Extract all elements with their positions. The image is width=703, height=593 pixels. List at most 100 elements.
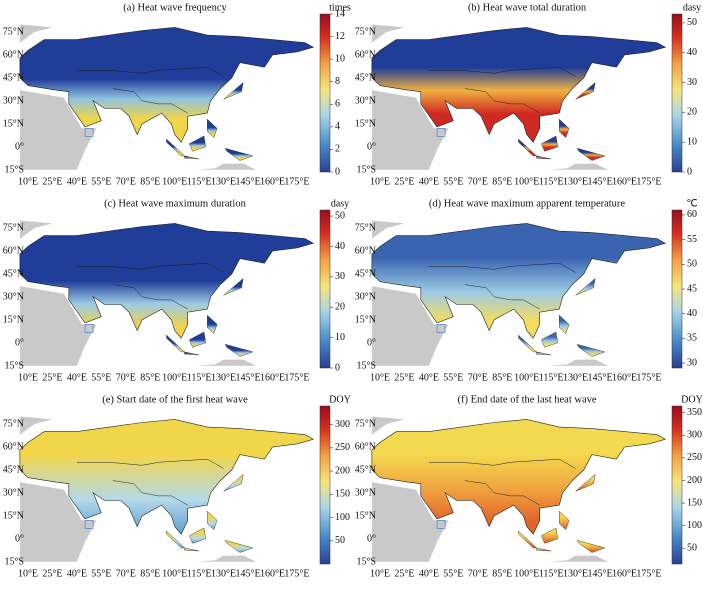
lon-label: 175°E (636, 176, 661, 187)
lat-label: 75°N (3, 222, 24, 233)
land (371, 286, 449, 366)
land (371, 482, 449, 562)
land (197, 163, 257, 170)
lon-label: 130°E (211, 568, 236, 579)
lon-label: 25°E (42, 568, 62, 579)
colorbar (319, 405, 331, 565)
lon-label: 10°E (370, 176, 390, 187)
study-area (19, 223, 315, 339)
island (224, 539, 254, 553)
island (541, 135, 558, 152)
panel-title: (f) End date of the last heat wave (457, 394, 596, 405)
colorbar-tick-label: 150 (687, 497, 702, 508)
lat-label: 45°N (355, 464, 376, 475)
land (197, 359, 257, 366)
lat-label: 45°N (3, 72, 24, 83)
island (518, 138, 538, 157)
colorbar-tick-label: 2 (335, 144, 340, 155)
colorbar-tick-label: 50 (687, 17, 697, 28)
border (464, 284, 540, 310)
lon-label: 160°E (260, 372, 285, 383)
map-box (84, 127, 94, 137)
colorbar-unit: DOY (681, 394, 703, 405)
colorbar-unit: times (329, 2, 351, 13)
lon-label: 175°E (636, 568, 661, 579)
lon-label: 100°E (162, 372, 187, 383)
lat-label: 75°N (3, 418, 24, 429)
lon-label: 160°E (260, 568, 285, 579)
colorbar-tick-label: 55 (687, 234, 697, 245)
lat-label: 15°N (355, 314, 376, 325)
border (428, 66, 576, 77)
colorbar-tick-label: 350 (687, 407, 702, 418)
lat-label: 60°N (3, 245, 24, 256)
lon-label: 160°E (612, 372, 637, 383)
lat-label: 75°N (355, 26, 376, 37)
island (184, 351, 200, 356)
lat-label: 75°N (3, 26, 24, 37)
colorbar-tick-label: 20 (335, 302, 345, 313)
colorbar-tick-label: 200 (335, 465, 350, 476)
lon-label: 130°E (211, 176, 236, 187)
lat-label: 60°N (355, 49, 376, 60)
border (464, 480, 540, 506)
island (207, 510, 218, 530)
border (112, 480, 188, 506)
lat-label: 45°N (355, 268, 376, 279)
colorbar-unit: dasy (683, 2, 701, 13)
lat-label: 30°N (3, 95, 24, 106)
colorbar-tick-label: 0 (335, 166, 340, 177)
island (576, 343, 606, 357)
land (549, 163, 609, 170)
study-area (19, 419, 315, 535)
colorbar-tick-label: 250 (687, 452, 702, 463)
lat-label: 45°N (3, 268, 24, 279)
island (166, 530, 186, 549)
colorbar-tick-label: 4 (335, 121, 340, 132)
lon-label: 100°E (514, 568, 539, 579)
lon-label: 100°E (514, 372, 539, 383)
land (549, 359, 609, 366)
land (19, 24, 53, 43)
colorbar-tick-label: 0 (687, 166, 692, 177)
lon-label: 40°E (67, 176, 87, 187)
land (371, 220, 405, 239)
land (19, 220, 53, 239)
lat-label: 15°N (355, 510, 376, 521)
lat-label: 15°S (4, 556, 24, 567)
lat-label: 15°N (3, 118, 24, 129)
lat-label: 0° (367, 141, 376, 152)
colorbar-tick-label: 300 (687, 430, 702, 441)
lon-label: 115°E (539, 568, 564, 579)
colorbar-tick-label: 150 (335, 489, 350, 500)
colorbar (319, 13, 331, 173)
lat-label: 0° (15, 141, 24, 152)
lon-label: 145°E (587, 176, 612, 187)
lon-label: 145°E (587, 568, 612, 579)
lon-label: 85°E (140, 568, 160, 579)
colorbar-unit: ℃ (686, 198, 697, 209)
lon-label: 115°E (187, 372, 212, 383)
lat-label: 0° (367, 533, 376, 544)
map-box (84, 323, 94, 333)
lon-label: 100°E (162, 568, 187, 579)
lon-label: 10°E (370, 568, 390, 579)
colorbar-tick-label: 60 (687, 209, 697, 220)
lat-label: 60°N (355, 441, 376, 452)
map-box (436, 323, 446, 333)
land (19, 90, 97, 170)
colorbar-tick-label: 30 (687, 77, 697, 88)
map-box (436, 519, 446, 529)
land (549, 555, 609, 562)
map-panel: (b) Heat wave total duration 75°N 60°N 45°N… (355, 2, 701, 187)
border (76, 262, 224, 273)
island (559, 118, 570, 138)
lon-label: 25°E (42, 372, 62, 383)
island (224, 147, 254, 161)
map-box (84, 519, 94, 529)
lon-label: 130°E (563, 372, 588, 383)
lon-label: 85°E (492, 568, 512, 579)
island (166, 334, 186, 353)
study-area (371, 223, 667, 339)
lon-label: 70°E (468, 372, 488, 383)
